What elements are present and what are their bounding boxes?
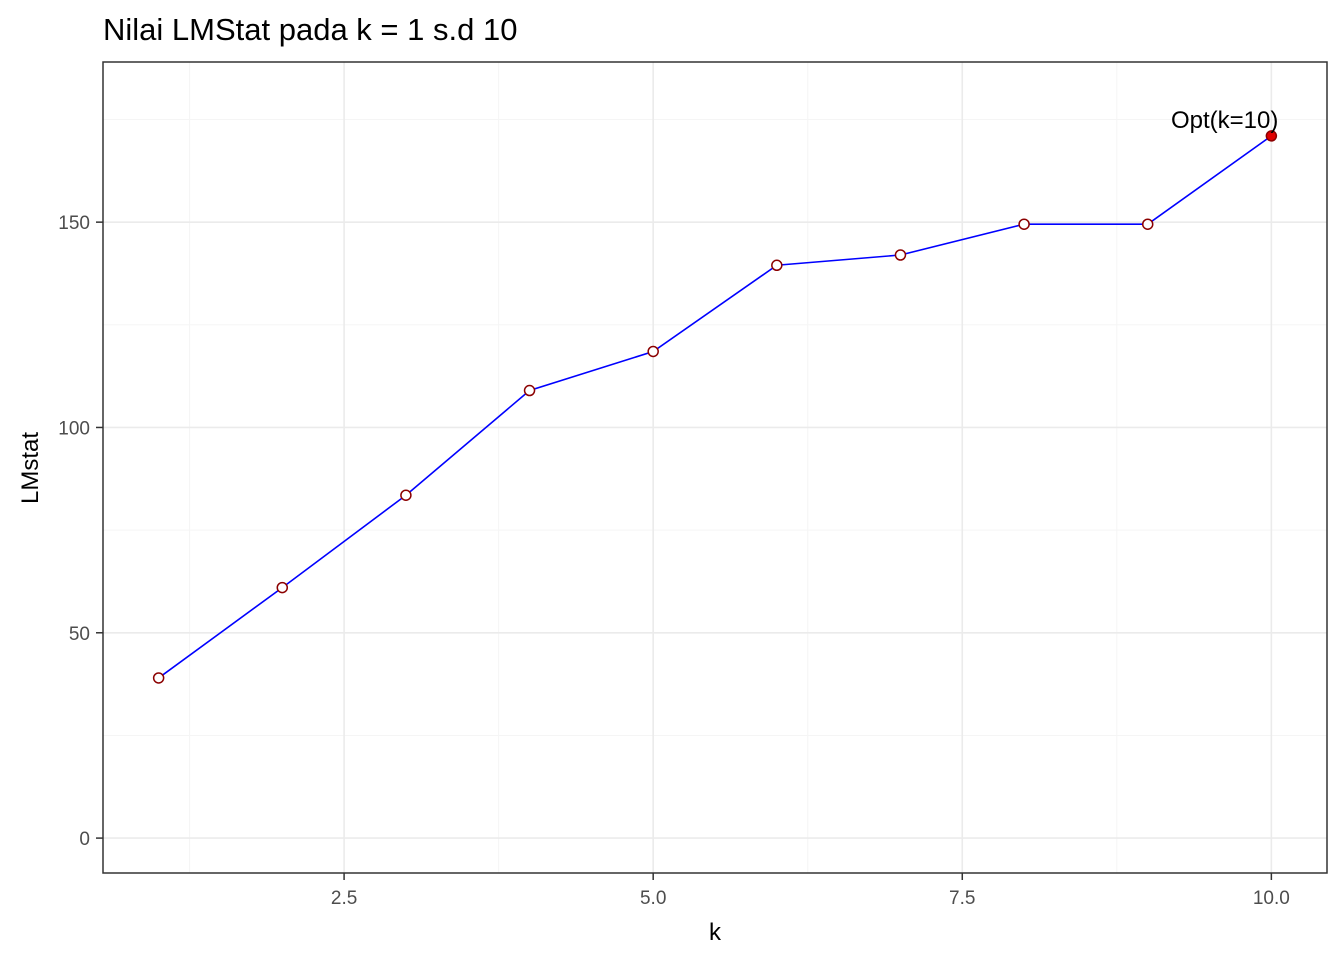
annotations: Opt(k=10) — [1171, 107, 1278, 134]
data-point — [523, 384, 536, 397]
x-tick-label: 10.0 — [1253, 888, 1290, 909]
data-point — [1018, 218, 1030, 230]
axis-ticks: 2.5 5.0 7.5 10.0 0 50 100 150 — [58, 213, 1290, 909]
y-axis-label: LMstat — [17, 432, 44, 504]
grid — [103, 62, 1327, 873]
x-tick-label: 7.5 — [949, 888, 975, 909]
optimum-label: Opt(k=10) — [1171, 107, 1278, 134]
series-line — [158, 135, 1272, 679]
x-tick-label: 5.0 — [640, 888, 666, 909]
panel-border — [102, 61, 1328, 874]
optimum-point — [1265, 130, 1278, 142]
series-line-layer — [158, 135, 1272, 679]
data-point — [400, 489, 412, 501]
data-point — [771, 259, 783, 272]
y-tick-label: 150 — [58, 213, 90, 234]
data-point — [276, 581, 289, 594]
x-axis-label: k — [709, 919, 722, 946]
data-point — [647, 345, 659, 358]
data-point — [152, 672, 165, 684]
x-tick-label: 2.5 — [331, 888, 357, 909]
data-point — [894, 249, 907, 261]
data-points — [152, 130, 1278, 684]
y-tick-label: 0 — [79, 829, 90, 850]
y-tick-label: 100 — [58, 418, 90, 439]
data-point — [1141, 218, 1154, 230]
chart-title: Nilai LMStat pada k = 1 s.d 10 — [103, 12, 517, 47]
y-tick-label: 50 — [69, 624, 90, 645]
